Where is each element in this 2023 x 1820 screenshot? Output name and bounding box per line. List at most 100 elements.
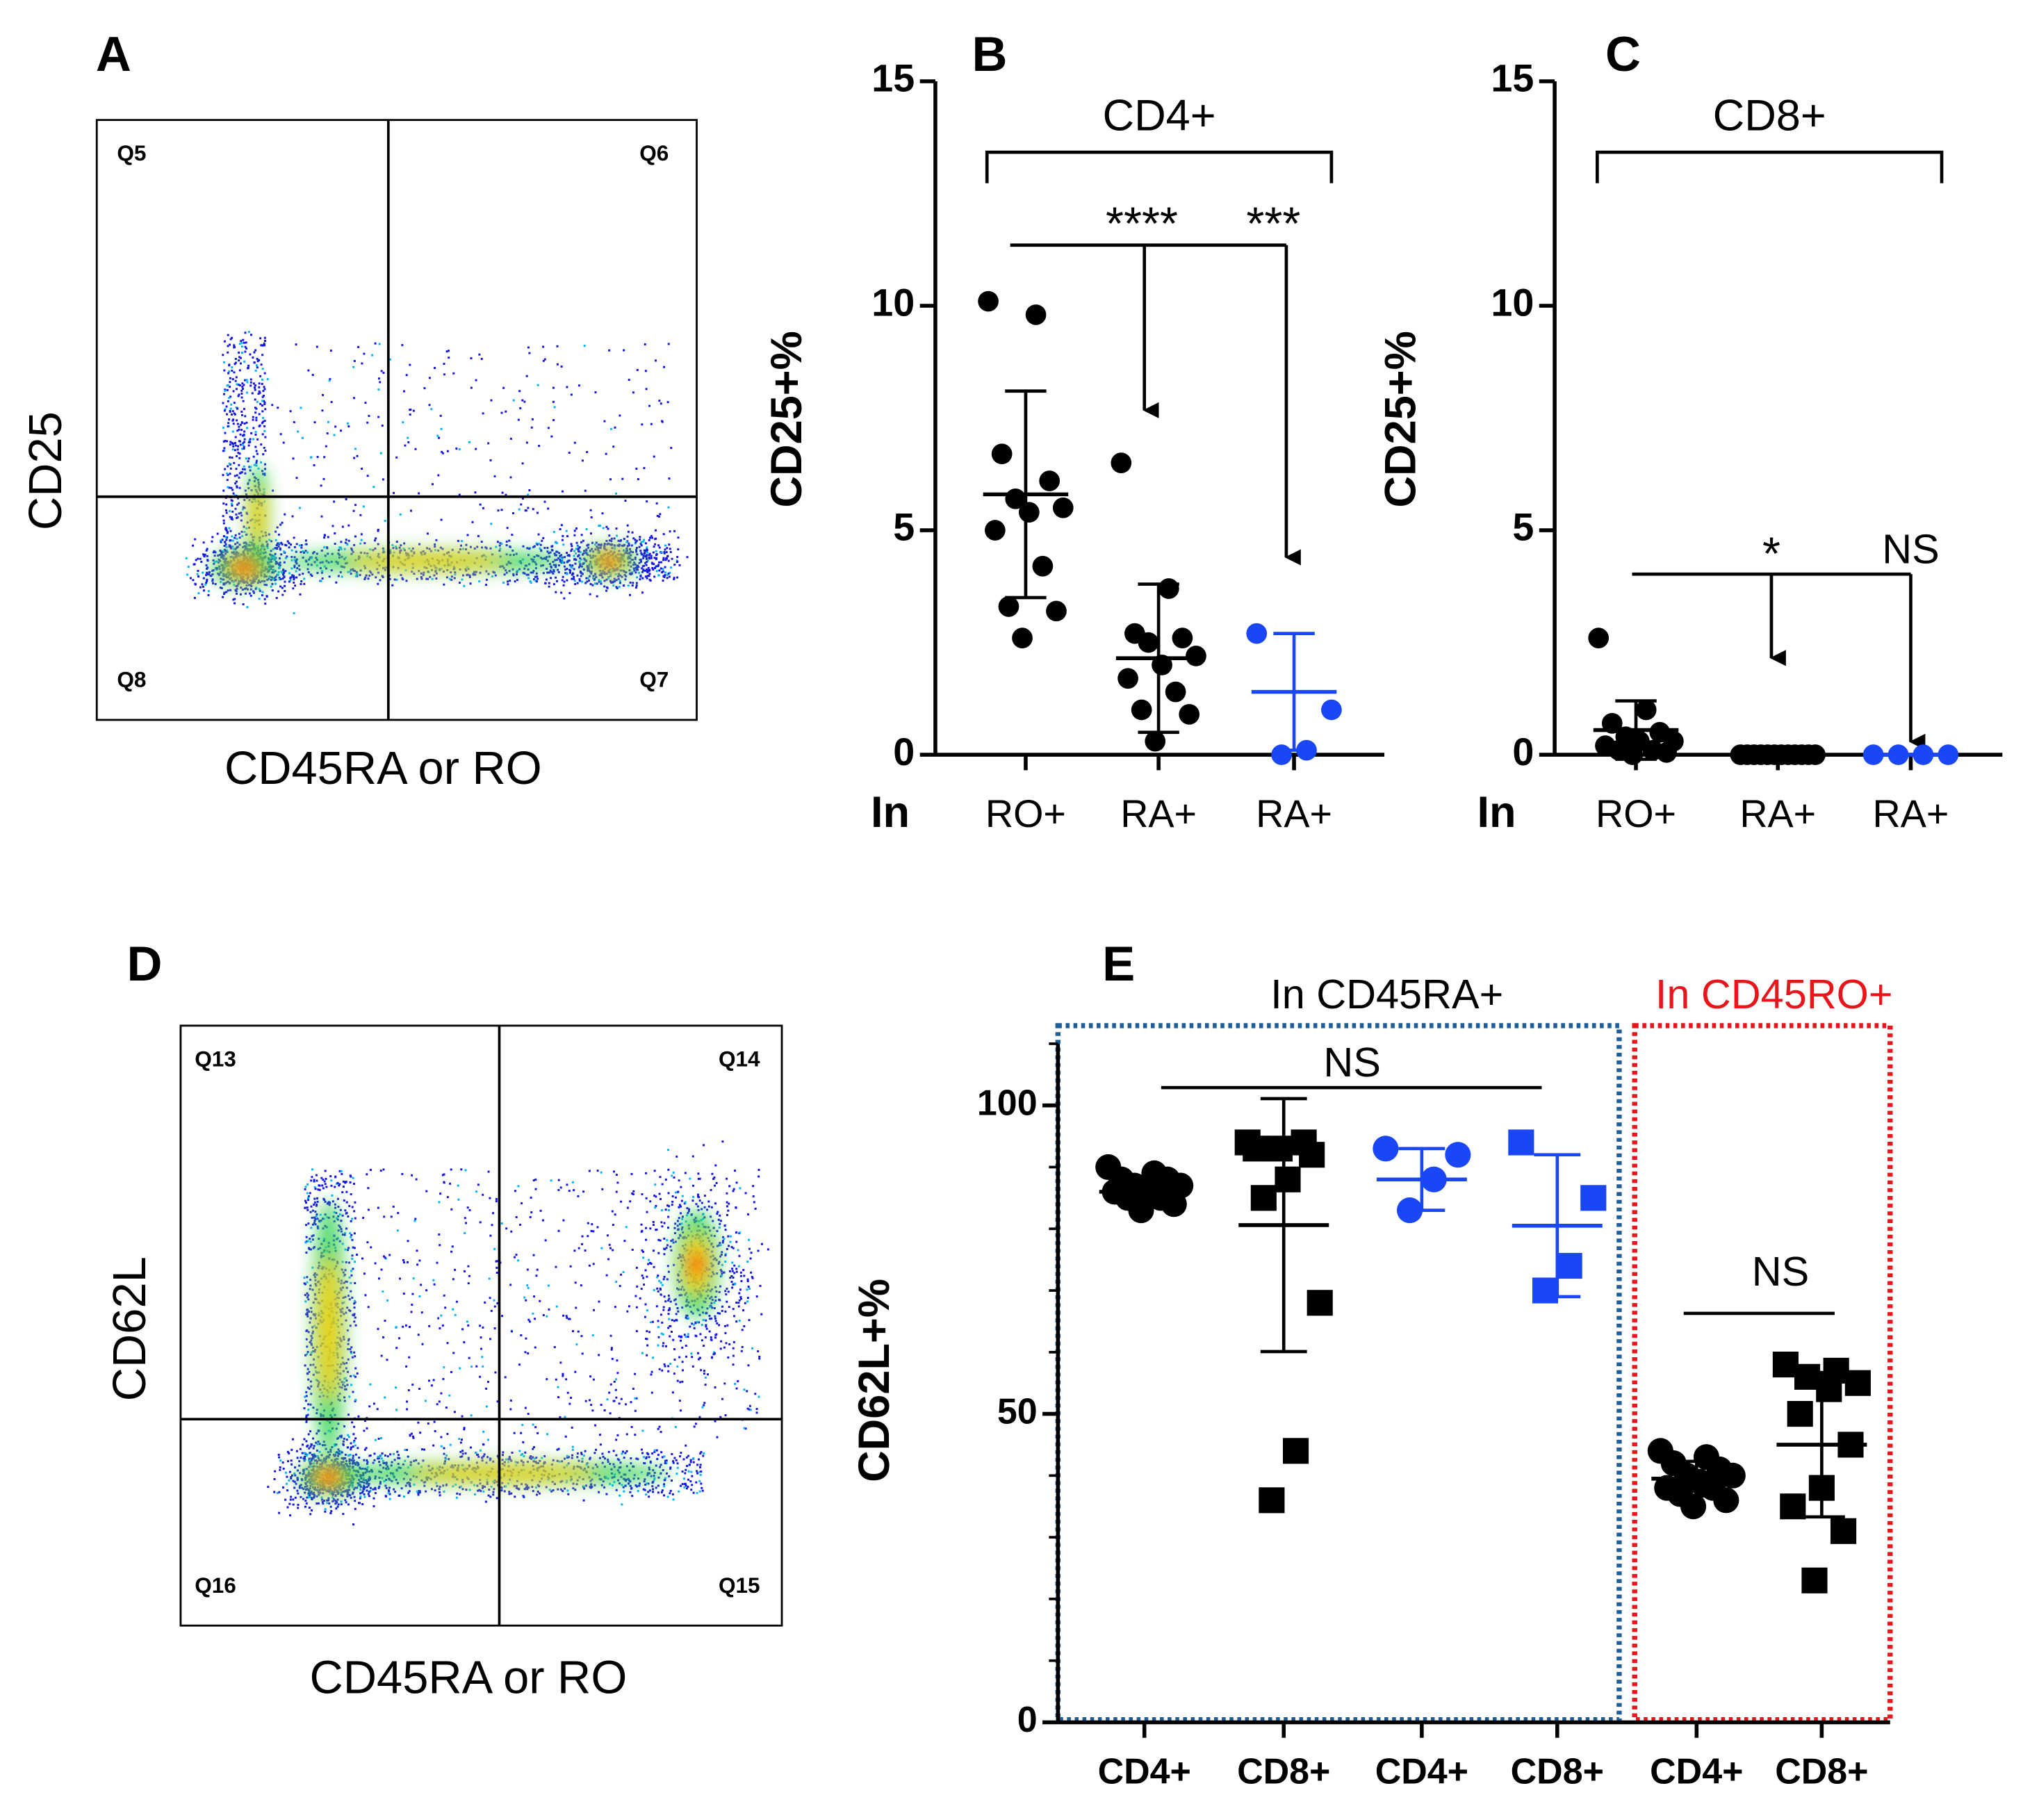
event-dot: [678, 564, 681, 566]
event-dot: [238, 457, 241, 459]
event-dot: [306, 1386, 309, 1389]
event-dot: [458, 448, 461, 451]
event-dot: [324, 1200, 327, 1203]
quadrant-label: Q8: [117, 667, 146, 692]
event-dot: [395, 578, 398, 581]
event-dot: [698, 1416, 701, 1418]
event-dot: [259, 424, 261, 427]
event-dot: [658, 546, 661, 549]
event-dot: [573, 530, 576, 532]
event-dot: [234, 475, 236, 477]
event-dot: [448, 577, 451, 580]
event-dot: [231, 419, 234, 422]
event-dot: [420, 577, 423, 580]
event-dot: [630, 572, 633, 575]
event-dot: [754, 1393, 757, 1395]
event-dot: [559, 1416, 562, 1418]
event-dot: [562, 1372, 564, 1375]
event-dot: [222, 593, 225, 596]
event-dot: [254, 384, 256, 387]
event-dot: [398, 546, 401, 549]
event-dot: [573, 580, 576, 582]
event-dot: [666, 401, 669, 404]
event-dot: [395, 1326, 398, 1329]
event-dot: [634, 566, 637, 569]
event-dot: [308, 1447, 311, 1450]
event-dot: [576, 582, 579, 584]
event-dot: [233, 412, 236, 415]
event-dot: [345, 1261, 347, 1263]
event-dot: [440, 1436, 443, 1438]
event-dot: [229, 386, 231, 388]
event-dot: [470, 1366, 473, 1368]
event-dot: [642, 568, 645, 571]
event-dot: [634, 1484, 637, 1486]
event-dot: [307, 1403, 310, 1406]
event-dot: [408, 1356, 411, 1359]
event-dot: [235, 513, 238, 516]
event-dot: [655, 570, 658, 573]
event-dot: [465, 543, 468, 546]
event-dot: [403, 542, 406, 545]
event-dot: [313, 550, 316, 553]
event-dot: [406, 1261, 409, 1263]
event-dot: [444, 1306, 447, 1309]
event-dot: [671, 1452, 673, 1455]
data-point: [1138, 632, 1159, 653]
event-dot: [433, 574, 436, 577]
y-tick-label: 15: [1491, 57, 1534, 100]
event-dot: [673, 1457, 676, 1459]
event-dot: [688, 1208, 691, 1211]
event-dot: [560, 365, 563, 368]
event-dot: [343, 1181, 346, 1183]
event-dot: [538, 445, 541, 448]
event-dot: [204, 583, 207, 586]
event-dot: [635, 584, 638, 587]
event-dot: [283, 550, 286, 553]
event-dot: [528, 489, 531, 491]
event-dot: [231, 545, 234, 548]
event-dot: [352, 1491, 354, 1494]
event-dot: [206, 548, 208, 550]
event-dot: [611, 1357, 614, 1360]
event-dot: [655, 557, 658, 559]
data-point: [1158, 578, 1179, 599]
event-dot: [664, 566, 666, 568]
event-dot: [526, 1486, 529, 1489]
event-dot: [649, 1200, 652, 1203]
event-dot: [240, 410, 243, 413]
event-dot: [350, 1270, 353, 1272]
event-dot: [459, 1441, 462, 1444]
event-dot: [566, 1489, 569, 1492]
event-dot: [404, 1459, 407, 1462]
event-dot: [187, 566, 190, 568]
event-dot: [493, 1488, 495, 1491]
event-dot: [543, 358, 546, 361]
event-dot: [213, 555, 216, 557]
event-dot: [352, 366, 355, 368]
event-dot: [253, 361, 256, 364]
event-dot: [279, 557, 281, 559]
event-dot: [311, 1216, 313, 1219]
event-dot: [600, 1247, 603, 1249]
event-dot: [260, 363, 263, 366]
event-dot: [615, 586, 618, 589]
event-dot: [322, 477, 325, 480]
event-dot: [277, 573, 279, 576]
event-dot: [538, 1492, 541, 1495]
event-dot: [636, 564, 639, 567]
event-dot: [347, 539, 350, 542]
x-tick-label: RA+: [1120, 792, 1197, 835]
event-dot: [290, 549, 293, 552]
event-dot: [538, 1485, 541, 1488]
event-dot: [503, 573, 506, 576]
event-dot: [316, 1179, 318, 1182]
event-dot: [245, 391, 248, 394]
event-dot: [254, 433, 257, 436]
event-dot: [354, 1201, 357, 1204]
event-dot: [487, 573, 490, 575]
event-dot: [374, 547, 377, 550]
event-dot: [685, 1468, 687, 1471]
event-dot: [306, 1309, 309, 1311]
